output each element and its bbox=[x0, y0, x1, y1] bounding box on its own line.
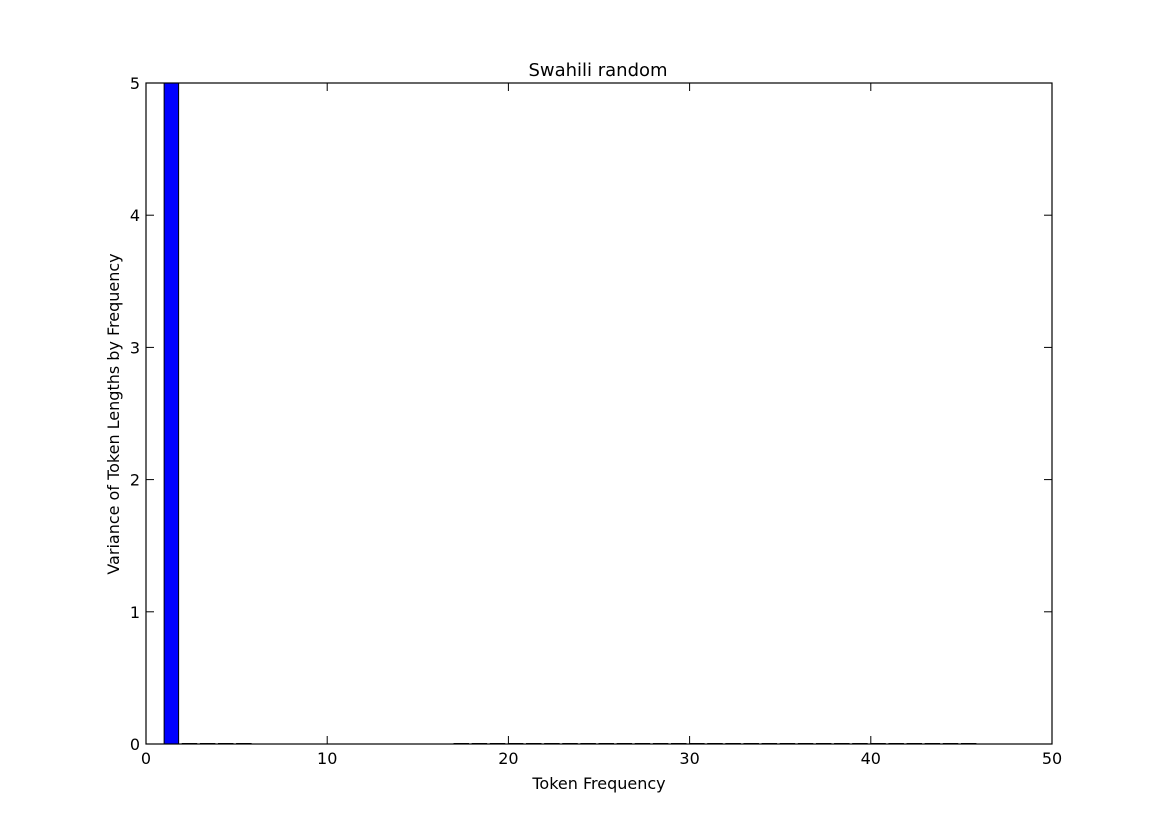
x-tick-label: 30 bbox=[679, 749, 699, 768]
bar bbox=[163, 82, 180, 745]
x-axis-label: Token Frequency bbox=[531, 774, 665, 793]
y-tick-label: 1 bbox=[130, 603, 140, 622]
y-tick-label: 0 bbox=[130, 735, 140, 754]
x-tick-label: 40 bbox=[861, 749, 881, 768]
x-tick-label: 20 bbox=[498, 749, 518, 768]
y-tick-label: 3 bbox=[130, 338, 140, 357]
x-tick-label: 0 bbox=[141, 749, 151, 768]
chart-title: Swahili random bbox=[528, 60, 667, 81]
y-ticks-group: 0 1 2 3 4 5 bbox=[130, 74, 1052, 754]
plot-frame bbox=[145, 82, 1053, 745]
y-tick-label: 5 bbox=[130, 74, 140, 93]
y-tick-label: 2 bbox=[130, 471, 140, 490]
x-tick-label: 10 bbox=[317, 749, 337, 768]
y-tick-label: 4 bbox=[130, 206, 140, 225]
x-ticks-group: 0 10 20 30 40 50 bbox=[141, 83, 1062, 768]
y-axis-label: Variance of Token Lengths by Frequency bbox=[104, 253, 123, 574]
bars-group bbox=[163, 82, 977, 745]
x-tick-label: 50 bbox=[1042, 749, 1062, 768]
